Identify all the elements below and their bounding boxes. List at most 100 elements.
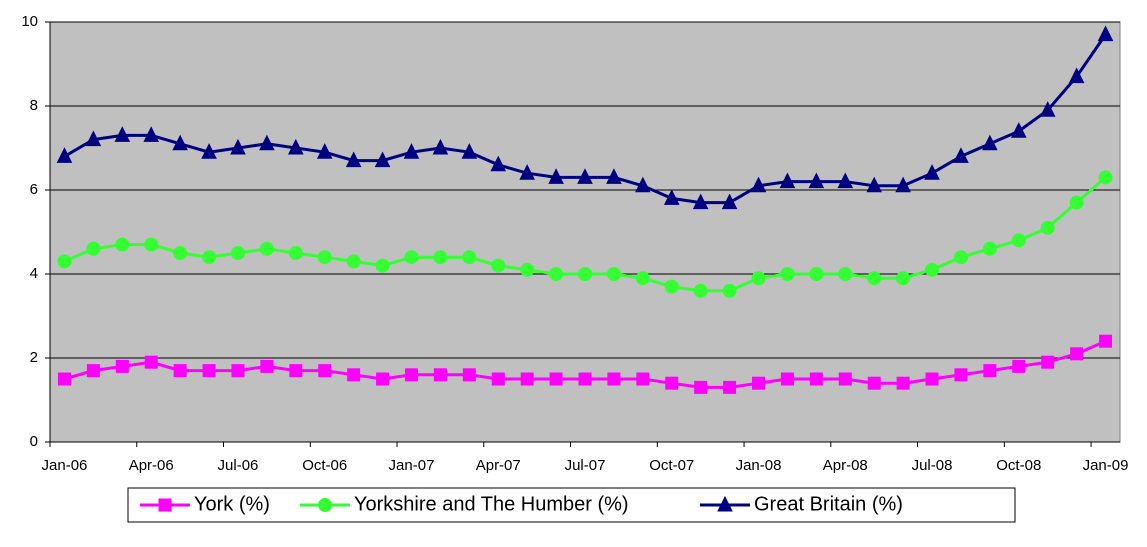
data-point <box>85 130 102 147</box>
data-point <box>376 372 390 386</box>
data-point <box>925 372 939 386</box>
data-point <box>288 246 303 260</box>
data-point <box>86 241 101 256</box>
data-point <box>288 138 304 155</box>
data-point <box>404 250 419 265</box>
data-point <box>403 143 420 159</box>
y-tick-label: 8 <box>30 97 38 114</box>
y-tick-label: 10 <box>21 13 38 30</box>
data-point <box>983 364 997 378</box>
data-point <box>230 138 246 155</box>
x-tick-label: Apr-08 <box>823 457 868 474</box>
data-point <box>954 368 968 382</box>
data-point <box>665 376 679 390</box>
data-point <box>462 250 477 265</box>
legend-marker <box>158 498 172 512</box>
data-point <box>1097 25 1114 42</box>
data-point <box>780 267 795 281</box>
legend-box <box>127 487 1016 523</box>
data-point <box>693 283 708 298</box>
data-point <box>866 176 882 193</box>
data-point <box>578 267 592 281</box>
data-point <box>982 134 998 151</box>
data-point <box>779 172 796 189</box>
x-tick-label: Jul-06 <box>218 457 259 474</box>
data-point <box>1069 195 1084 210</box>
y-tick-label: 6 <box>30 181 38 198</box>
data-point <box>173 246 188 260</box>
x-tick-label: Jan-06 <box>42 457 88 474</box>
data-point <box>636 372 650 386</box>
data-point <box>86 364 100 378</box>
data-point <box>462 368 476 382</box>
data-point <box>433 250 448 265</box>
data-point <box>433 368 447 382</box>
data-point <box>896 271 911 286</box>
data-point <box>115 359 129 373</box>
legend-label: Yorkshire and The Humber (%) <box>354 493 629 515</box>
data-point <box>692 193 709 210</box>
data-point <box>202 250 217 265</box>
data-point <box>549 267 564 281</box>
data-point <box>231 364 245 378</box>
data-point <box>1098 170 1113 185</box>
data-point <box>982 241 997 256</box>
data-point <box>144 237 159 252</box>
y-tick-label: 0 <box>30 433 38 450</box>
data-point <box>375 258 390 273</box>
data-point <box>230 246 245 260</box>
data-point <box>924 164 940 180</box>
data-point <box>751 271 766 286</box>
data-point <box>520 262 535 277</box>
data-point <box>721 193 738 210</box>
y-tick-label: 4 <box>30 265 38 282</box>
x-tick-label: Oct-08 <box>996 457 1041 474</box>
data-point <box>578 372 592 386</box>
data-point <box>57 372 71 386</box>
data-point <box>780 372 794 386</box>
data-point <box>752 376 766 390</box>
data-point <box>867 376 881 390</box>
data-point <box>143 126 160 142</box>
data-point <box>461 143 478 159</box>
data-point <box>144 355 158 369</box>
data-point <box>895 176 911 193</box>
data-point <box>867 271 882 286</box>
x-tick-label: Jan-09 <box>1083 457 1129 474</box>
data-point <box>318 364 332 378</box>
data-point <box>607 372 621 386</box>
data-point <box>925 262 940 277</box>
data-point <box>953 147 969 163</box>
data-point <box>56 147 73 163</box>
data-point <box>549 372 563 386</box>
data-point <box>115 237 130 252</box>
data-point <box>345 151 362 168</box>
data-point <box>635 176 651 193</box>
data-point <box>1041 355 1055 369</box>
x-tick-label: Jul-08 <box>912 457 953 474</box>
data-point <box>519 164 535 180</box>
data-point <box>432 138 449 155</box>
data-point <box>201 143 217 159</box>
data-point <box>491 372 505 386</box>
data-point <box>635 271 650 286</box>
data-point <box>896 376 910 390</box>
x-tick-label: Jan-07 <box>389 457 435 474</box>
data-point <box>809 267 824 281</box>
data-point <box>1040 220 1055 235</box>
data-point <box>1039 101 1056 117</box>
data-point <box>1012 359 1026 373</box>
data-point <box>114 126 131 142</box>
x-tick-label: Oct-06 <box>302 457 347 474</box>
data-point <box>606 168 622 184</box>
data-point <box>374 151 391 168</box>
legend-label: Great Britain (%) <box>754 493 903 515</box>
data-point <box>172 134 188 151</box>
legend-marker <box>717 495 733 512</box>
data-point <box>838 372 852 386</box>
data-point <box>606 267 621 281</box>
data-point <box>404 368 418 382</box>
data-point <box>809 372 823 386</box>
data-point <box>520 372 534 386</box>
